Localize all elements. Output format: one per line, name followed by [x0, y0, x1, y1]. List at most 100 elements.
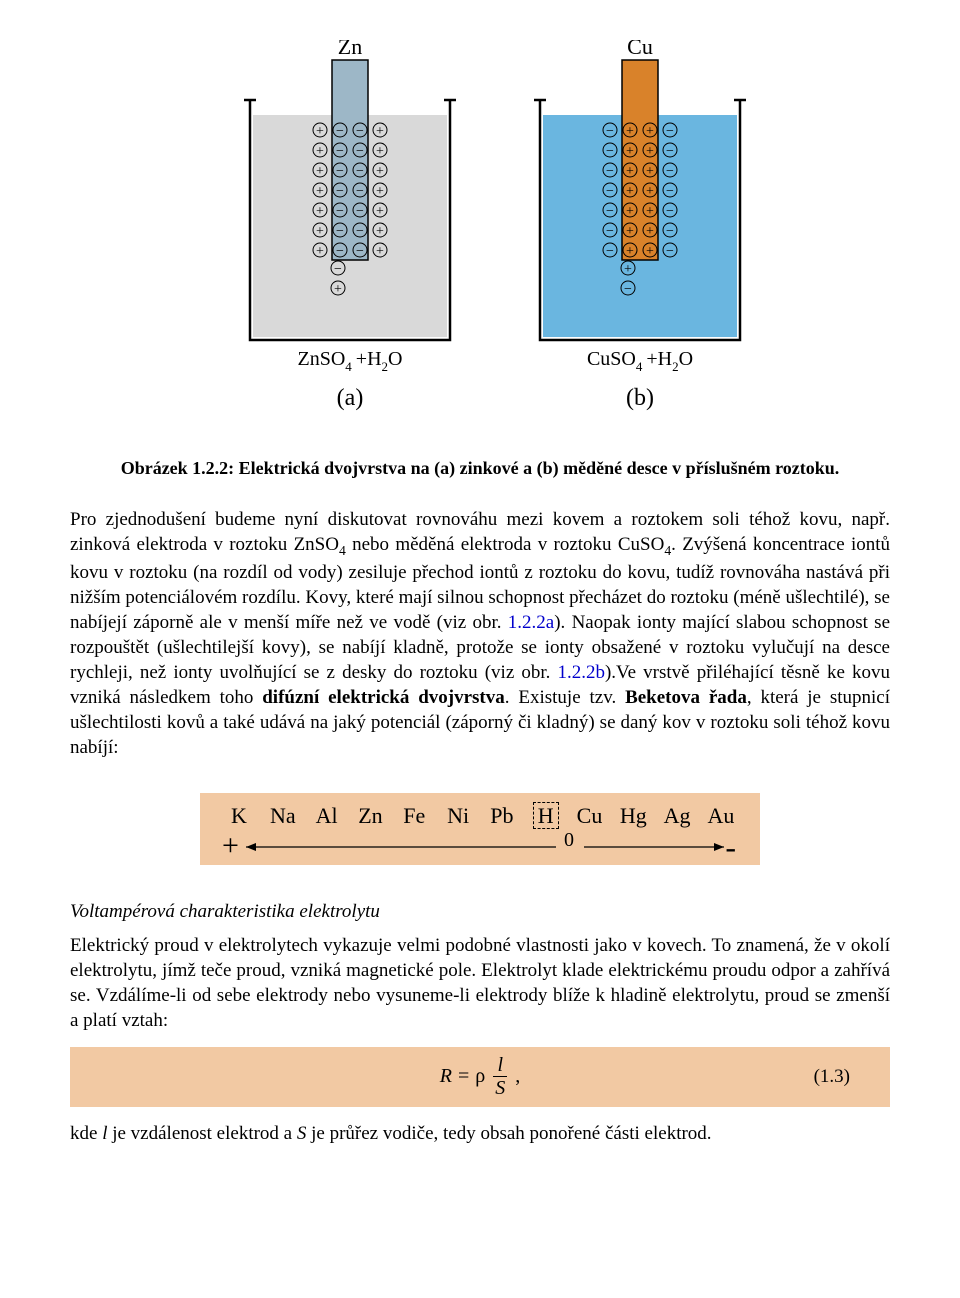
svg-text:−: −: [336, 164, 344, 179]
p3-b: je vzdálenost elektrod a: [107, 1123, 296, 1144]
svg-text:+: +: [376, 144, 384, 159]
svg-text:−: −: [356, 224, 364, 239]
figure-caption: Obrázek 1.2.2: Elektrická dvojvrstva na …: [70, 458, 890, 479]
eq-rho: ρ: [475, 1065, 485, 1088]
svg-text:+: +: [376, 224, 384, 239]
svg-text:(b): (b): [626, 385, 654, 411]
svg-text:+: +: [316, 144, 324, 159]
p3-S: S: [297, 1123, 307, 1144]
paragraph-1: Pro zjednodušení budeme nyní diskutovat …: [70, 507, 890, 761]
p3-c: je průřez vodiče, tedy obsah ponořené čá…: [306, 1123, 711, 1144]
svg-text:−: −: [336, 224, 344, 239]
svg-text:+: +: [316, 224, 324, 239]
link-1-2-2b[interactable]: 1.2.2b: [557, 662, 605, 683]
svg-text:−: −: [666, 144, 674, 159]
svg-text:+: +: [376, 184, 384, 199]
p1-text-b: nebo měděná elektroda v roztoku CuSO: [346, 534, 665, 555]
svg-text:−: −: [356, 164, 364, 179]
svg-text:+: +: [376, 164, 384, 179]
p1-sub1: 4: [339, 543, 346, 558]
svg-text:+: +: [376, 244, 384, 259]
svg-text:−: −: [624, 282, 632, 297]
beketov-el-Hg: Hg: [616, 803, 650, 829]
svg-text:+: +: [626, 124, 634, 139]
svg-text:−: −: [666, 224, 674, 239]
equation-number: (1.3): [814, 1066, 850, 1088]
figure-svg: Zn+−−++−−++−−++−−++−−++−−++−−+−+ZnSO4 +H…: [180, 40, 780, 440]
svg-text:+: +: [646, 184, 654, 199]
svg-text:−: −: [606, 184, 614, 199]
beketov-el-H: H: [529, 803, 563, 829]
svg-text:+: +: [646, 204, 654, 219]
svg-text:+: +: [646, 144, 654, 159]
eq-comma: ,: [515, 1065, 520, 1088]
svg-text:+: +: [646, 164, 654, 179]
beketov-el-Ag: Ag: [660, 803, 694, 829]
svg-text:−: −: [666, 124, 674, 139]
svg-text:+: +: [316, 204, 324, 219]
svg-text:−: −: [336, 204, 344, 219]
eq-R: R: [440, 1065, 452, 1088]
beketov-minus: -: [725, 829, 736, 866]
svg-text:−: −: [666, 244, 674, 259]
beketov-el-Au: Au: [704, 803, 738, 829]
paragraph-3: kde l je vzdálenost elektrod a S je průř…: [70, 1121, 890, 1146]
p3-a: kde: [70, 1123, 102, 1144]
p1-text-f: . Existuje tzv.: [505, 687, 625, 708]
eq-num: l: [493, 1055, 507, 1077]
svg-text:+: +: [316, 164, 324, 179]
svg-text:−: −: [336, 244, 344, 259]
svg-text:+: +: [334, 282, 342, 297]
svg-text:Cu: Cu: [627, 40, 653, 59]
svg-text:−: −: [356, 184, 364, 199]
bold-beketova: Beketova řada: [625, 687, 747, 708]
link-1-2-2a[interactable]: 1.2.2a: [508, 612, 554, 633]
svg-text:+: +: [626, 144, 634, 159]
svg-text:−: −: [356, 124, 364, 139]
svg-text:−: −: [606, 204, 614, 219]
bold-difuzni: difúzní elektrická dvojvrstva: [262, 687, 505, 708]
beketov-arrow-left: [246, 841, 556, 853]
beketov-elements-row: KNaAlZnFeNiPbHCuHgAgAu: [222, 803, 738, 829]
beketov-el-Pb: Pb: [485, 803, 519, 829]
beketov-box: KNaAlZnFeNiPbHCuHgAgAu + 0 -: [200, 793, 760, 865]
svg-text:Zn: Zn: [338, 40, 362, 59]
svg-text:ZnSO4 +H2O: ZnSO4 +H2O: [298, 348, 403, 374]
svg-text:−: −: [666, 204, 674, 219]
figure-electrodes: Zn+−−++−−++−−++−−++−−++−−++−−+−+ZnSO4 +H…: [70, 40, 890, 446]
svg-text:+: +: [626, 164, 634, 179]
svg-text:+: +: [376, 204, 384, 219]
svg-text:−: −: [606, 244, 614, 259]
svg-text:+: +: [316, 244, 324, 259]
svg-text:−: −: [336, 124, 344, 139]
beketov-arrow-right: [584, 841, 724, 853]
svg-text:+: +: [646, 224, 654, 239]
paragraph-2: Elektrický proud v elektrolytech vykazuj…: [70, 933, 890, 1033]
beketov-zero: 0: [564, 829, 574, 852]
equation-box: R = ρ l S , (1.3): [70, 1047, 890, 1107]
beketov-el-Cu: Cu: [573, 803, 607, 829]
svg-text:−: −: [336, 184, 344, 199]
svg-text:+: +: [626, 244, 634, 259]
svg-text:+: +: [624, 262, 632, 277]
svg-text:−: −: [606, 144, 614, 159]
svg-text:CuSO4 +H2O: CuSO4 +H2O: [587, 348, 693, 374]
svg-text:−: −: [356, 144, 364, 159]
svg-text:−: −: [334, 262, 342, 277]
svg-text:−: −: [356, 204, 364, 219]
beketov-bottom: + 0 -: [222, 831, 738, 859]
svg-text:−: −: [356, 244, 364, 259]
svg-text:−: −: [666, 184, 674, 199]
svg-text:+: +: [376, 124, 384, 139]
svg-text:+: +: [626, 184, 634, 199]
beketov-el-Fe: Fe: [397, 803, 431, 829]
equation-content: R = ρ l S ,: [440, 1055, 520, 1098]
svg-text:−: −: [666, 164, 674, 179]
beketov-row-wrap: KNaAlZnFeNiPbHCuHgAgAu + 0 -: [70, 793, 890, 865]
beketov-el-Al: Al: [310, 803, 344, 829]
svg-text:−: −: [606, 124, 614, 139]
beketov-plus: +: [222, 829, 239, 863]
svg-text:+: +: [646, 244, 654, 259]
eq-den: S: [491, 1077, 509, 1098]
beketov-el-K: K: [222, 803, 256, 829]
